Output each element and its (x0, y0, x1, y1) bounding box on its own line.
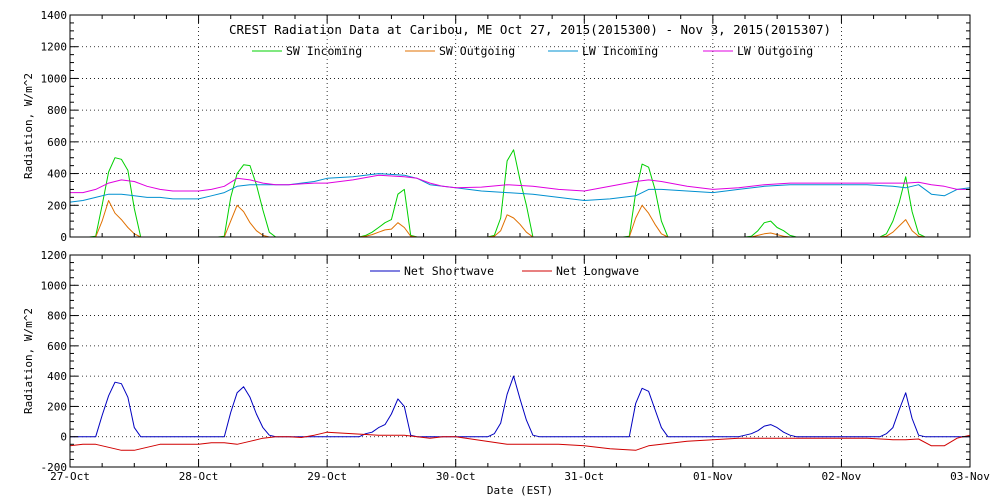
y-tick-label: 400 (47, 370, 67, 383)
bottom-legend: Net Shortwave Net Longwave (370, 264, 639, 278)
top-tick-marks (69, 14, 971, 238)
x-tick-label: 02-Nov (822, 470, 862, 483)
legend-label: LW Incoming (582, 44, 658, 58)
top-plot-frame (69, 14, 971, 238)
y-tick-label: 0 (60, 231, 67, 244)
bottom-series-lines (69, 375, 971, 451)
chart-title: CREST Radiation Data at Caribou, ME Oct … (229, 22, 831, 37)
top-legend: SW Incoming SW Outgoing LW Incoming LW Outg… (252, 44, 813, 58)
x-tick-label: 01-Nov (693, 470, 733, 483)
legend-label: Net Longwave (556, 264, 639, 278)
top-series-lines (69, 149, 971, 238)
bottom-y-tick-labels: -200 0 200 400 600 800 1000 1200 (41, 249, 68, 474)
y-tick-label: 1000 (41, 279, 68, 292)
bottom-x-tick-labels: 27-Oct 28-Oct 29-Oct 30-Oct 31-Oct 01-Nov 02-N… (50, 470, 990, 483)
y-tick-label: 1200 (41, 249, 68, 262)
y-tick-label: 200 (47, 199, 67, 212)
x-tick-label: 29-Oct (307, 470, 347, 483)
legend-label: SW Incoming (286, 44, 362, 58)
y-tick-label: 800 (47, 104, 67, 117)
bottom-panel: -200 0 200 400 600 800 1000 1200 27-Oct 28-Oct 29… (22, 249, 990, 497)
y-tick-label: 0 (60, 431, 67, 444)
x-tick-label: 28-Oct (179, 470, 219, 483)
y-tick-label: 800 (47, 310, 67, 323)
legend-label: LW Outgoing (737, 44, 813, 58)
bottom-tick-marks (69, 254, 971, 468)
y-tick-label: -200 (41, 461, 68, 474)
series-line-sw-outgoing (70, 200, 970, 238)
series-line-lw-incoming (69, 173, 971, 203)
bottom-plot-frame (69, 254, 971, 468)
x-tick-label: 31-Oct (564, 470, 604, 483)
top-y-tick-labels: 0 200 400 600 800 1000 1200 1400 (41, 9, 68, 244)
legend-label: Net Shortwave (404, 264, 494, 278)
top-panel: 0 200 400 600 800 1000 1200 1400 Radiation, W/m… (22, 9, 971, 244)
y-tick-label: 600 (47, 340, 67, 353)
bottom-y-axis-label: Radiation, W/m^2 (22, 308, 35, 414)
y-tick-label: 1200 (41, 41, 68, 54)
y-tick-label: 1000 (41, 72, 68, 85)
y-tick-label: 200 (47, 400, 67, 413)
x-tick-label: 27-Oct (50, 470, 90, 483)
y-tick-label: 1400 (41, 9, 68, 22)
series-line-net-shortwave (70, 375, 970, 438)
x-tick-label: 03-Nov (950, 470, 990, 483)
series-line-net-longwave (69, 431, 971, 451)
x-axis-label: Date (EST) (487, 484, 553, 497)
top-y-axis-label: Radiation, W/m^2 (22, 73, 35, 179)
series-line-lw-outgoing (70, 174, 970, 194)
bottom-gridlines (70, 255, 970, 467)
x-tick-label: 30-Oct (436, 470, 476, 483)
top-gridlines (70, 15, 970, 237)
y-tick-label: 600 (47, 136, 67, 149)
y-tick-label: 400 (47, 168, 67, 181)
legend-label: SW Outgoing (439, 44, 515, 58)
